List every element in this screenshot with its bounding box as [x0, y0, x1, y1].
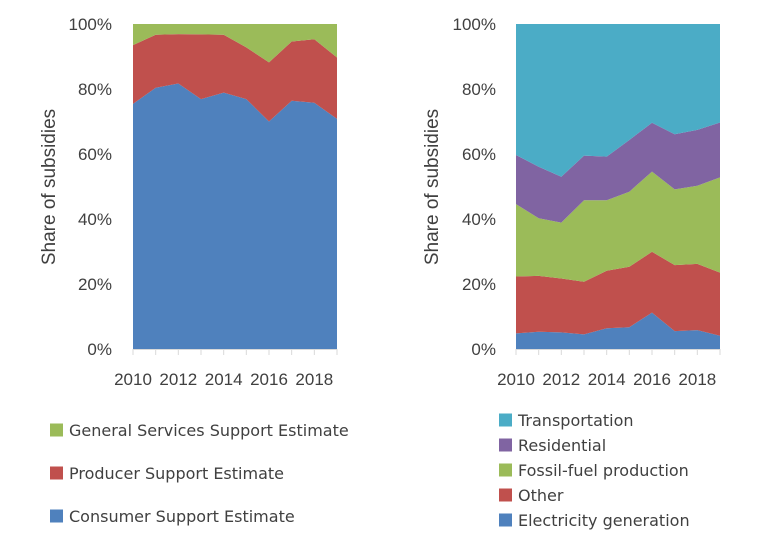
area-layers — [516, 24, 720, 349]
legend-item-general-services-support-estimate: General Services Support Estimate — [50, 421, 349, 440]
legend: Transportation Residential Fossil-fuel pro… — [499, 411, 690, 530]
x-tick-label: 2016 — [250, 370, 288, 389]
legend-swatch — [499, 413, 512, 427]
y-tick-label: 80% — [462, 80, 496, 99]
legend-label: Transportation — [517, 411, 634, 430]
area-consumer-support-estimate — [133, 83, 337, 349]
y-tick-label: 40% — [78, 210, 112, 229]
legend-label: General Services Support Estimate — [69, 421, 349, 440]
y-tick-label: 100% — [453, 15, 496, 34]
x-tick-label: 2018 — [678, 370, 716, 389]
legend-item-consumer-support-estimate: Consumer Support Estimate — [50, 507, 295, 526]
axes: 2010 2012 2014 2016 2018 0% 20% 40% 60% 80% 100% — [453, 15, 721, 389]
legend-item-producer-support-estimate: Producer Support Estimate — [50, 464, 284, 483]
x-tick-label: 2010 — [114, 370, 152, 389]
y-tick-label: 60% — [78, 145, 112, 164]
legend-item-electricity-generation: Electricity generation — [499, 511, 690, 530]
legend-swatch — [50, 466, 63, 480]
y-axis-title: Share of subsidies — [422, 109, 443, 265]
y-tick-label: 0% — [471, 340, 496, 359]
area-general-services-support-estimate — [133, 24, 337, 63]
area-layers — [133, 24, 337, 349]
legend-item-fossil-fuel-production: Fossil-fuel production — [499, 461, 689, 480]
y-tick-label: 60% — [462, 145, 496, 164]
y-tick-label: 0% — [87, 340, 112, 359]
legend-label: Other — [518, 486, 564, 505]
legend-label: Consumer Support Estimate — [69, 507, 295, 526]
y-tick-label: 80% — [78, 80, 112, 99]
legend-item-residential: Residential — [499, 436, 606, 455]
legend-label: Fossil-fuel production — [518, 461, 689, 480]
y-tick-label: 100% — [69, 15, 112, 34]
legend-swatch — [50, 423, 63, 437]
y-tick-label: 40% — [462, 210, 496, 229]
legend-item-other: Other — [499, 486, 564, 505]
legend-swatch — [50, 509, 63, 523]
x-tick-label: 2012 — [542, 370, 580, 389]
axes: 2010 2012 2014 2016 2018 0% 20% 40% 60% 80% 100% — [69, 15, 338, 389]
legend-swatch — [499, 438, 512, 452]
x-tick-label: 2014 — [205, 370, 243, 389]
legend-swatch — [499, 513, 512, 527]
legend-label: Producer Support Estimate — [69, 464, 284, 483]
legend-item-transportation: Transportation — [499, 411, 634, 430]
area-producer-support-estimate — [133, 34, 337, 122]
x-tick-label: 2018 — [295, 370, 333, 389]
x-tick-label: 2010 — [497, 370, 535, 389]
legend-label: Electricity generation — [518, 511, 690, 530]
x-tick-label: 2016 — [633, 370, 671, 389]
chart-support-estimates: 2010 2012 2014 2016 2018 0% 20% 40% 60% 80% 100% S… — [39, 15, 349, 526]
y-tick-label: 20% — [462, 275, 496, 294]
area-other — [516, 251, 720, 336]
chart-sectors: 2010 2012 2014 2016 2018 0% 20% 40% 60% 80% 100% S… — [422, 15, 721, 530]
y-tick-label: 20% — [78, 275, 112, 294]
legend-label: Residential — [518, 436, 606, 455]
legend: General Services Support Estimate Produce… — [50, 421, 349, 526]
legend-swatch — [499, 488, 512, 502]
y-axis-title: Share of subsidies — [39, 109, 60, 265]
x-tick-label: 2012 — [159, 370, 197, 389]
area-electricity-generation — [516, 312, 720, 349]
area-residential — [516, 122, 720, 223]
x-tick-label: 2014 — [588, 370, 626, 389]
area-transportation — [516, 24, 720, 177]
legend-swatch — [499, 463, 512, 477]
area-fossil-fuel-production — [516, 171, 720, 282]
